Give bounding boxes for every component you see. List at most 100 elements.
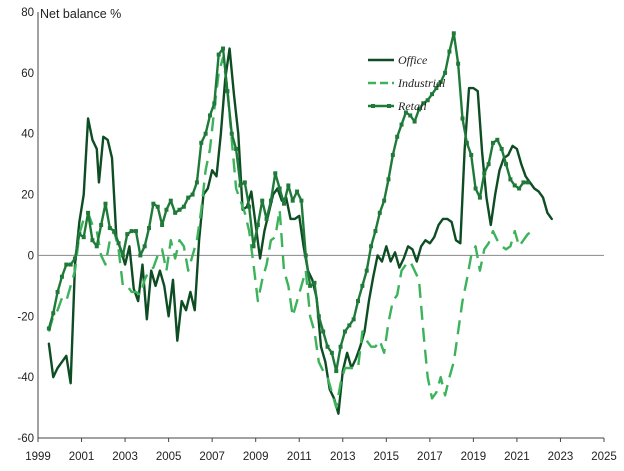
data-point-retail (190, 192, 195, 197)
data-point-retail (112, 229, 117, 234)
data-point-retail (456, 61, 461, 66)
data-point-retail (473, 186, 478, 191)
data-point-retail (181, 204, 186, 209)
data-point-retail (403, 110, 408, 115)
data-point-retail (142, 244, 147, 249)
data-point-retail (377, 210, 382, 215)
legend-label-industrial: Industrial (397, 76, 446, 90)
data-point-retail (425, 98, 430, 103)
data-point-retail (416, 107, 421, 112)
data-point-retail (464, 140, 469, 145)
y-tick-label: 0 (28, 250, 34, 262)
data-point-retail (260, 198, 265, 203)
data-point-retail (216, 52, 221, 57)
data-point-retail (390, 153, 395, 158)
data-point-retail (94, 244, 99, 249)
data-point-retail (264, 216, 269, 221)
data-point-retail (255, 223, 260, 227)
data-point-retail (295, 189, 300, 194)
x-tick-label: 2005 (156, 451, 182, 463)
data-point-retail (482, 171, 487, 176)
series-line-industrial (47, 56, 533, 409)
data-point-retail (99, 223, 104, 227)
y-tick-label: -60 (17, 433, 34, 445)
data-point-retail (451, 31, 456, 36)
data-point-retail (421, 101, 426, 106)
data-point-retail (125, 232, 130, 237)
data-point-retail (504, 162, 509, 167)
data-point-retail (321, 329, 326, 334)
data-point-retail (508, 177, 513, 182)
data-point-retail (90, 238, 95, 243)
data-point-retail (268, 198, 273, 203)
data-point-retail (338, 344, 343, 349)
data-point-retail (312, 280, 317, 285)
x-tick-label: 2003 (112, 451, 138, 463)
data-point-retail (212, 101, 217, 106)
data-point-retail (138, 253, 143, 258)
data-point-retail (438, 79, 443, 84)
data-point-retail (238, 183, 243, 188)
series-line-office (47, 47, 553, 415)
data-point-retail (234, 146, 239, 151)
data-point-retail (477, 195, 482, 200)
data-point-retail (316, 314, 321, 319)
legend-label-retail: Retail (397, 99, 427, 113)
data-point-retail (303, 253, 308, 258)
data-point-retail (59, 274, 64, 279)
data-point-retail (177, 207, 182, 212)
y-tick-label: 20 (21, 190, 34, 202)
data-point-retail (251, 244, 256, 249)
x-tick-label: 2011 (287, 451, 312, 463)
data-point-retail (103, 201, 108, 206)
data-point-retail (229, 131, 234, 136)
data-point-retail (521, 180, 526, 185)
data-point-retail (373, 229, 378, 234)
legend-marker (371, 104, 375, 108)
x-tick-label: 2025 (591, 451, 617, 463)
y-axis-label: Net balance % (40, 7, 121, 21)
data-point-retail (486, 162, 491, 167)
series-lines (46, 31, 553, 415)
x-tick-label: 2021 (504, 451, 530, 463)
data-point-retail (299, 198, 304, 203)
data-point-retail (160, 223, 165, 227)
data-point-retail (203, 131, 208, 136)
data-point-retail (199, 140, 204, 145)
data-point-retail (386, 177, 391, 182)
data-point-retail (68, 262, 73, 267)
data-point-retail (86, 210, 91, 215)
axes: 80 60 40 20 0 -20 -40 -60 1999 2001 2003 2005 2007 20… (17, 7, 616, 463)
data-point-retail (290, 198, 295, 203)
data-point-retail (499, 146, 504, 151)
data-point-retail (186, 195, 191, 200)
data-point-retail (517, 186, 522, 191)
data-point-retail (408, 113, 413, 118)
data-point-retail (364, 268, 369, 273)
data-point-retail (81, 235, 86, 240)
data-point-retail (342, 329, 347, 334)
data-point-retail (107, 226, 112, 231)
y-tick-label: -40 (17, 372, 34, 384)
data-point-retail (173, 210, 178, 215)
data-point-retail (51, 311, 56, 316)
data-point-retail (382, 198, 387, 203)
x-tick-label: 2023 (548, 451, 574, 463)
x-tick-label: 2017 (417, 451, 443, 463)
data-point-retail (495, 137, 500, 142)
data-point-retail (207, 113, 212, 118)
data-point-retail (490, 140, 495, 145)
data-point-retail (356, 299, 361, 304)
legend: Office Industrial Retail (368, 53, 446, 113)
data-point-retail (286, 183, 291, 188)
x-tick-label: 2001 (69, 451, 95, 463)
data-point-retail (55, 289, 60, 294)
data-point-retail (164, 207, 169, 212)
data-point-retail (351, 317, 356, 322)
y-tick-label: -20 (17, 311, 34, 323)
legend-marker (387, 104, 391, 108)
data-point-retail (73, 256, 78, 261)
data-point-retail (77, 232, 82, 237)
data-point-retail (133, 229, 138, 234)
data-point-retail (369, 244, 374, 249)
